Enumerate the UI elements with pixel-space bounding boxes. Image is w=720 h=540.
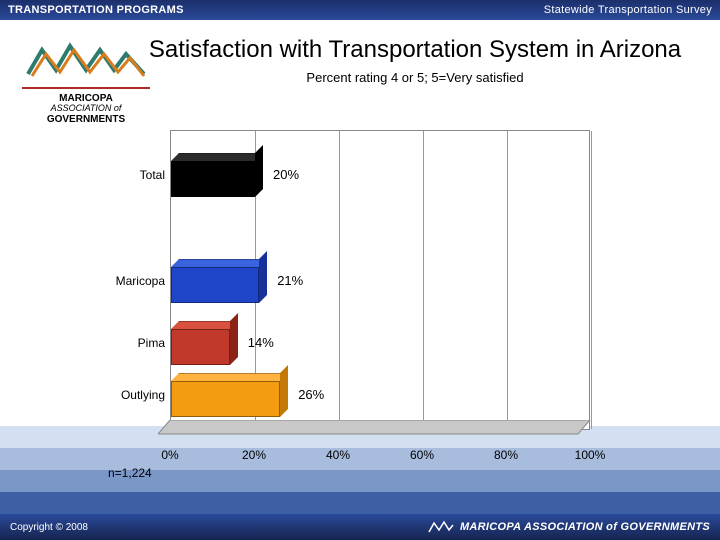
chart-title: Satisfaction with Transportation System …	[140, 36, 690, 64]
bar-front	[171, 329, 230, 365]
bar-front	[171, 161, 255, 197]
plot-area: 20% 21% 14% 26%	[170, 130, 590, 430]
bar-row: 21%	[171, 259, 591, 303]
bar-row: 20%	[171, 153, 591, 197]
top-bar-left: TRANSPORTATION PROGRAMS	[8, 4, 184, 16]
logo-text: MARICOPA ASSOCIATION of GOVERNMENTS	[16, 93, 156, 125]
org-logo: MARICOPA ASSOCIATION of GOVERNMENTS	[16, 40, 156, 125]
bar-front	[171, 381, 280, 417]
sample-size-label: n=1,224	[108, 466, 152, 480]
category-label: Pima	[110, 336, 165, 350]
bar-side-face	[255, 145, 263, 197]
top-bar-right: Statewide Transportation Survey	[544, 4, 712, 16]
category-label: Total	[110, 168, 165, 182]
mountain-icon	[26, 40, 146, 80]
bar-top-face	[171, 259, 267, 267]
x-tick-label: 60%	[410, 448, 434, 462]
mountain-icon	[428, 520, 454, 534]
bar-top-face	[171, 153, 263, 161]
bar-value-label: 26%	[298, 387, 324, 402]
bar-value-label: 21%	[277, 273, 303, 288]
stripe	[0, 492, 720, 514]
bar-row: 14%	[171, 321, 591, 365]
footer-brand: MARICOPA ASSOCIATION of GOVERNMENTS	[428, 520, 710, 534]
chart-floor	[170, 420, 590, 444]
bar-row: 26%	[171, 373, 591, 417]
bar-top-face	[171, 373, 288, 381]
x-tick-label: 40%	[326, 448, 350, 462]
category-label: Maricopa	[110, 274, 165, 288]
logo-rule	[22, 87, 150, 89]
chart-title-area: Satisfaction with Transportation System …	[140, 36, 690, 85]
bottom-bar: Copyright © 2008 MARICOPA ASSOCIATION of…	[0, 514, 720, 540]
copyright-text: Copyright © 2008	[10, 522, 88, 533]
grid-line	[591, 131, 592, 429]
top-bar: TRANSPORTATION PROGRAMS Statewide Transp…	[0, 0, 720, 20]
bar-side-face	[259, 251, 267, 303]
footer-brand-text: MARICOPA ASSOCIATION of GOVERNMENTS	[460, 521, 710, 533]
x-tick-label: 20%	[242, 448, 266, 462]
x-tick-label: 80%	[494, 448, 518, 462]
bar-front	[171, 267, 259, 303]
bar-value-label: 14%	[248, 335, 274, 350]
logo-line3: GOVERNMENTS	[16, 114, 156, 125]
bar-value-label: 20%	[273, 167, 299, 182]
slide-body: MARICOPA ASSOCIATION of GOVERNMENTS Sati…	[0, 20, 720, 514]
category-label: Outlying	[110, 388, 165, 402]
chart-subtitle: Percent rating 4 or 5; 5=Very satisfied	[140, 70, 690, 85]
bar-side-face	[230, 313, 238, 365]
x-tick-label: 100%	[575, 448, 606, 462]
x-tick-label: 0%	[161, 448, 178, 462]
logo-assoc: ASSOCIATION of	[16, 104, 156, 114]
bar-top-face	[171, 321, 238, 329]
bar-side-face	[280, 365, 288, 417]
bar-chart: 20%21%14%26% n=1,224 0%20%40%60%80%100%T…	[110, 130, 610, 460]
